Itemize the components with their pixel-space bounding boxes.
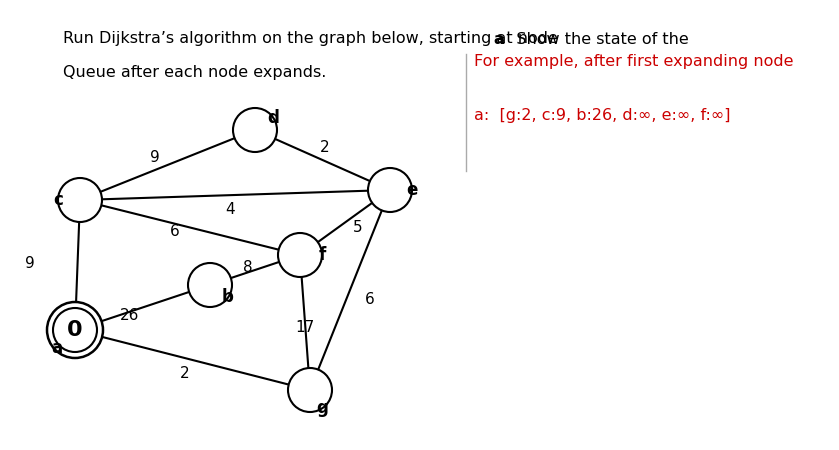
Circle shape bbox=[288, 368, 332, 412]
Text: g: g bbox=[316, 399, 328, 417]
Circle shape bbox=[58, 178, 102, 222]
Text: 0: 0 bbox=[67, 320, 83, 340]
Text: a: a bbox=[493, 32, 504, 46]
Text: 9: 9 bbox=[25, 256, 35, 270]
Text: Queue after each node expands.: Queue after each node expands. bbox=[63, 65, 326, 80]
Text: 6: 6 bbox=[170, 225, 180, 239]
Text: 2: 2 bbox=[180, 365, 190, 381]
Text: 8: 8 bbox=[243, 260, 253, 274]
Text: f: f bbox=[318, 246, 326, 264]
Text: 2: 2 bbox=[320, 140, 330, 156]
Text: e: e bbox=[406, 181, 418, 199]
Text: 9: 9 bbox=[150, 150, 160, 166]
Text: c: c bbox=[53, 191, 63, 209]
Text: 26: 26 bbox=[120, 307, 139, 323]
Text: b: b bbox=[222, 288, 234, 306]
Text: 17: 17 bbox=[295, 320, 315, 336]
Circle shape bbox=[368, 168, 412, 212]
Circle shape bbox=[47, 302, 103, 358]
Text: .  Show the state of the: . Show the state of the bbox=[501, 32, 689, 46]
Circle shape bbox=[233, 108, 277, 152]
Text: For example, after first expanding node: For example, after first expanding node bbox=[474, 54, 794, 69]
Text: a: a bbox=[51, 339, 63, 357]
Circle shape bbox=[53, 308, 97, 352]
Text: 6: 6 bbox=[365, 292, 375, 307]
Text: 5: 5 bbox=[353, 220, 362, 235]
Text: Run Dijkstra’s algorithm on the graph below, starting at node: Run Dijkstra’s algorithm on the graph be… bbox=[63, 32, 563, 46]
Circle shape bbox=[188, 263, 232, 307]
Circle shape bbox=[278, 233, 322, 277]
Text: a:  [g:2, c:9, b:26, d:∞, e:∞, f:∞]: a: [g:2, c:9, b:26, d:∞, e:∞, f:∞] bbox=[474, 108, 731, 123]
Text: 4: 4 bbox=[225, 202, 235, 217]
Text: d: d bbox=[267, 109, 279, 127]
